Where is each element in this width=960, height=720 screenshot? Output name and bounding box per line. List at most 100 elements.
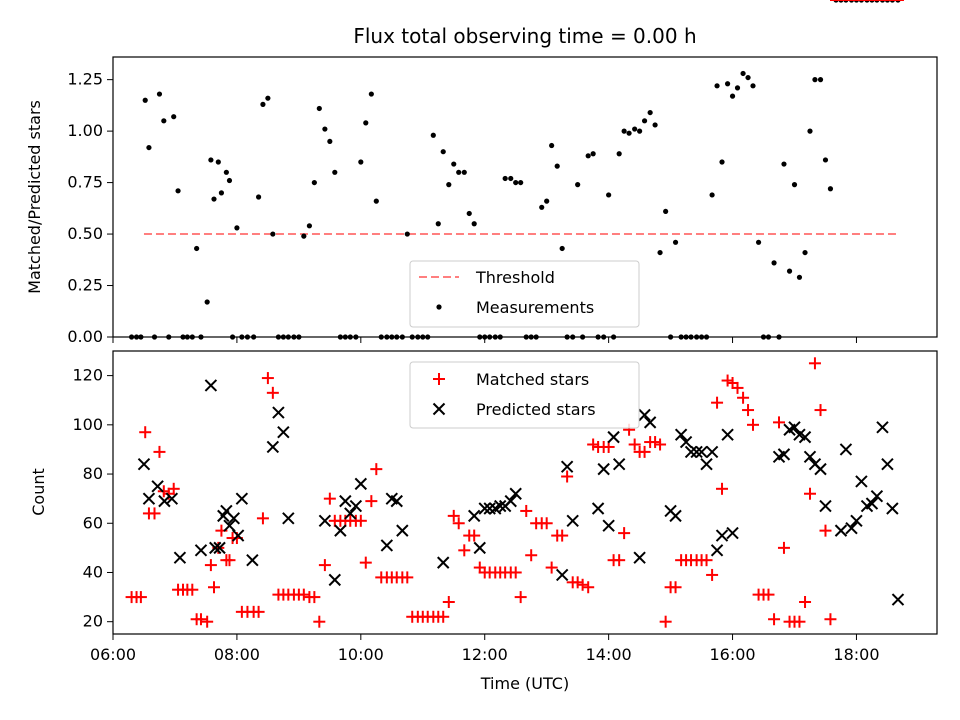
predicted-star-point <box>231 529 245 542</box>
measurement-point <box>817 77 824 83</box>
matched-star-point <box>545 561 558 574</box>
predicted-star-point <box>602 519 615 532</box>
matched-star-point <box>153 445 166 458</box>
measurement-point <box>368 91 374 97</box>
matched-star-point <box>742 404 755 417</box>
measurement-point <box>585 153 591 159</box>
matched-star-point <box>768 613 781 626</box>
measurement-point <box>544 198 550 204</box>
predicted-star-point <box>803 450 817 464</box>
ratio-y-tick-label: 1.25 <box>67 70 103 89</box>
measurement-point <box>204 299 210 305</box>
predicted-star-point <box>798 430 812 444</box>
matched-star-point <box>799 596 812 609</box>
measurement-point <box>332 169 338 175</box>
matched-star-point <box>308 591 321 604</box>
measurement-point <box>575 182 581 188</box>
count-panel: 20 40 60 80 100 120 06:00 08:00 10:00 12:00 14:00 1… <box>29 0 938 693</box>
predicted-star-point <box>354 477 368 491</box>
predicted-star-point <box>819 499 832 513</box>
predicted-star-point <box>881 457 894 471</box>
matched-star-point <box>556 529 569 542</box>
count-y-tick-label: 80 <box>83 464 103 483</box>
predicted-star-point <box>509 487 522 500</box>
measurement-point <box>652 122 658 128</box>
predicted-star-point <box>721 428 734 441</box>
matched-star-point <box>613 554 626 567</box>
measurement-point <box>373 198 379 204</box>
x-tick-label: 14:00 <box>586 645 632 664</box>
predicted-star-point <box>788 421 801 434</box>
x-tick-label: 06:00 <box>90 645 136 664</box>
measurement-point <box>471 221 477 227</box>
matched-star-point <box>819 524 832 537</box>
predicted-star-point <box>380 539 394 552</box>
matched-star-point <box>442 596 455 609</box>
matched-star-point <box>700 554 713 567</box>
predicted-star-point <box>690 445 703 459</box>
measurement-point <box>161 118 167 124</box>
predicted-star-point <box>834 524 848 537</box>
matched-star-point <box>256 512 269 525</box>
measurement-point <box>211 196 217 202</box>
measurement-point <box>590 151 596 157</box>
ratio-y-tick-label: 0.25 <box>67 276 103 295</box>
chart-title: Flux total observing time = 0.00 h <box>353 24 696 48</box>
predicted-star-point <box>235 492 249 505</box>
matched-star-point <box>659 615 672 628</box>
matched-star-point <box>148 507 161 520</box>
measurement-point <box>446 182 452 188</box>
predicted-star-point <box>437 556 450 569</box>
predicted-star-point <box>560 460 574 473</box>
matched-star-point <box>223 554 236 567</box>
matched-star-point <box>261 372 274 385</box>
measurement-point <box>270 231 276 237</box>
count-y-tick-label: 60 <box>83 513 103 532</box>
measurement-point <box>358 159 364 165</box>
measurement-point <box>301 233 307 239</box>
x-tick-label: 08:00 <box>214 645 260 664</box>
measurement-point <box>554 163 560 169</box>
matched-star-point <box>520 504 533 517</box>
predicted-star-point <box>504 494 517 508</box>
measurement-point <box>255 194 262 200</box>
matched-star-point <box>359 556 372 569</box>
predicted-star-point <box>227 512 241 525</box>
measurement-point <box>363 120 369 126</box>
measurement-point <box>549 142 555 149</box>
predicted-star-point <box>814 462 827 476</box>
predicted-star-point <box>344 507 357 520</box>
predicted-star-point <box>865 497 879 510</box>
measurement-point <box>223 169 229 175</box>
measurement-point <box>822 157 829 163</box>
matched-star-point <box>458 544 471 557</box>
measurement-point <box>641 118 648 124</box>
measurement-point <box>791 182 798 188</box>
matched-star-point <box>716 482 729 495</box>
measurement-point <box>606 192 612 198</box>
measurement-point <box>719 159 725 165</box>
predicted-star-point <box>597 462 610 476</box>
measurement-point <box>724 81 731 87</box>
matched-star-point <box>297 588 310 601</box>
measurement-point <box>142 97 148 103</box>
measurement-point <box>626 130 632 136</box>
matched-star-point <box>824 613 837 626</box>
measurement-point <box>745 74 751 81</box>
measurement-point <box>226 177 233 184</box>
measurement-point <box>456 169 462 175</box>
matched-star-point <box>803 487 816 500</box>
predicted-star-point <box>282 512 295 525</box>
matched-star-point <box>669 581 682 594</box>
matched-star-point <box>313 615 326 628</box>
matched-star-point <box>201 615 214 628</box>
matched-star-point <box>194 613 207 626</box>
measurement-point <box>327 138 333 145</box>
predicted-star-point <box>700 457 713 471</box>
matched-star-point <box>167 482 180 495</box>
measurement-point <box>729 93 736 99</box>
predicted-star-point <box>142 492 156 505</box>
matched-star-point <box>746 418 759 431</box>
matched-star-point <box>365 495 378 508</box>
measurement-point <box>146 144 152 151</box>
